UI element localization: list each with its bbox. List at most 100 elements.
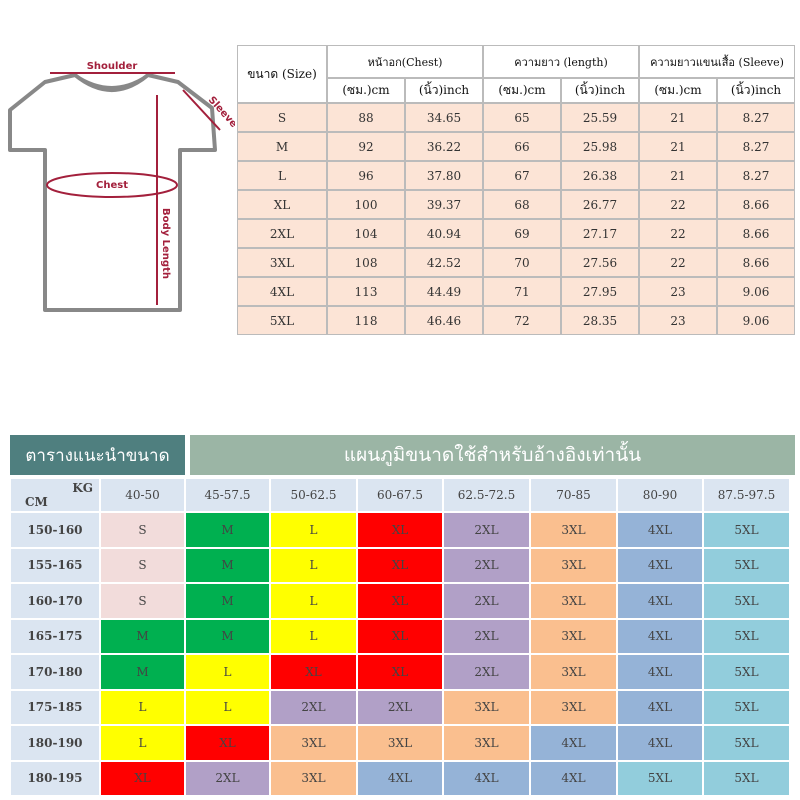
size-recommendation: M bbox=[185, 583, 270, 619]
size-recommendation: 5XL bbox=[703, 760, 790, 796]
size-recommendation: M bbox=[185, 512, 270, 548]
sleeve-arrow bbox=[182, 89, 221, 131]
size-recommendation: 2XL bbox=[443, 547, 530, 583]
size-recommendation: 3XL bbox=[530, 689, 617, 725]
measure-cell: 26.77 bbox=[561, 190, 639, 219]
kg-header: 45-57.5 bbox=[185, 478, 270, 512]
measure-cell: 27.17 bbox=[561, 219, 639, 248]
measure-cell: 34.65 bbox=[405, 103, 483, 132]
size-recommendation: XL bbox=[270, 654, 357, 690]
chest-label: Chest bbox=[96, 180, 128, 191]
measure-cell: 72 bbox=[483, 306, 561, 335]
group-header: หน้าอก(Chest) bbox=[327, 45, 483, 78]
size-recommendation: 3XL bbox=[530, 583, 617, 619]
size-recommendation: XL bbox=[357, 654, 443, 690]
measure-cell: 39.37 bbox=[405, 190, 483, 219]
size-recommendation: S bbox=[100, 547, 185, 583]
measure-cell: 67 bbox=[483, 161, 561, 190]
size-recommendation: 2XL bbox=[443, 512, 530, 548]
size-recommendation: 4XL bbox=[357, 760, 443, 796]
measure-cell: 65 bbox=[483, 103, 561, 132]
measure-cell: 22 bbox=[639, 190, 717, 219]
measure-cell: 37.80 bbox=[405, 161, 483, 190]
size-recommendation: XL bbox=[100, 760, 185, 796]
size-recommendation: 3XL bbox=[443, 689, 530, 725]
size-recommendation: 3XL bbox=[443, 725, 530, 761]
measure-cell: 26.38 bbox=[561, 161, 639, 190]
size-recommendation: 3XL bbox=[530, 512, 617, 548]
measure-cell: 22 bbox=[639, 248, 717, 277]
size-recommendation: 4XL bbox=[617, 618, 703, 654]
measure-cell: 23 bbox=[639, 277, 717, 306]
size-recommendation: XL bbox=[357, 618, 443, 654]
corner-cm: CM bbox=[25, 495, 48, 509]
size-recommendation: 4XL bbox=[617, 547, 703, 583]
measure-cell: 8.27 bbox=[717, 161, 795, 190]
size-recommendation: L bbox=[270, 583, 357, 619]
shirt-outline bbox=[8, 73, 217, 312]
measure-cell: 113 bbox=[327, 277, 405, 306]
size-recommendation: S bbox=[100, 583, 185, 619]
size-recommendation: L bbox=[270, 547, 357, 583]
size-cell: XL bbox=[237, 190, 327, 219]
cm-header: 165-175 bbox=[10, 618, 100, 654]
measure-cell: 28.35 bbox=[561, 306, 639, 335]
unit-header: (นิ้ว)inch bbox=[717, 78, 795, 103]
unit-header: (นิ้ว)inch bbox=[405, 78, 483, 103]
size-recommendation: XL bbox=[185, 725, 270, 761]
size-recommendation: 5XL bbox=[703, 512, 790, 548]
size-cell: 2XL bbox=[237, 219, 327, 248]
size-recommendation: M bbox=[185, 547, 270, 583]
cm-header: 150-160 bbox=[10, 512, 100, 548]
size-recommendation: XL bbox=[357, 583, 443, 619]
group-header: ความยาว (length) bbox=[483, 45, 639, 78]
size-recommendation: 2XL bbox=[357, 689, 443, 725]
measure-cell: 9.06 bbox=[717, 277, 795, 306]
kg-header: 62.5-72.5 bbox=[443, 478, 530, 512]
measure-cell: 8.27 bbox=[717, 132, 795, 161]
measure-cell: 104 bbox=[327, 219, 405, 248]
measure-cell: 8.66 bbox=[717, 219, 795, 248]
size-recommendation: 4XL bbox=[617, 654, 703, 690]
size-recommendation: L bbox=[270, 512, 357, 548]
size-recommendation: 5XL bbox=[617, 760, 703, 796]
size-cell: 4XL bbox=[237, 277, 327, 306]
size-recommendation: 3XL bbox=[357, 725, 443, 761]
measure-cell: 46.46 bbox=[405, 306, 483, 335]
measure-cell: 44.49 bbox=[405, 277, 483, 306]
measure-cell: 69 bbox=[483, 219, 561, 248]
measure-cell: 68 bbox=[483, 190, 561, 219]
size-recommendation: 4XL bbox=[530, 760, 617, 796]
size-recommendation: 5XL bbox=[703, 583, 790, 619]
measure-cell: 92 bbox=[327, 132, 405, 161]
unit-header: (นิ้ว)inch bbox=[561, 78, 639, 103]
measure-cell: 70 bbox=[483, 248, 561, 277]
size-recommendation: 4XL bbox=[617, 689, 703, 725]
size-recommendation: 3XL bbox=[530, 654, 617, 690]
size-recommendation: 2XL bbox=[443, 583, 530, 619]
kg-header: 60-67.5 bbox=[357, 478, 443, 512]
size-recommendation: 2XL bbox=[443, 654, 530, 690]
chest-ellipse bbox=[46, 172, 178, 198]
unit-header: (ซม.)cm bbox=[639, 78, 717, 103]
cm-header: 160-170 bbox=[10, 583, 100, 619]
measure-cell: 42.52 bbox=[405, 248, 483, 277]
cm-header: 180-195 bbox=[10, 760, 100, 796]
size-cell: L bbox=[237, 161, 327, 190]
group-header: ความยาวแขนเสื้อ (Sleeve) bbox=[639, 45, 795, 78]
measure-cell: 96 bbox=[327, 161, 405, 190]
shoulder-label: Shoulder bbox=[87, 61, 138, 72]
measure-cell: 66 bbox=[483, 132, 561, 161]
measure-cell: 71 bbox=[483, 277, 561, 306]
size-recommendation: 5XL bbox=[703, 725, 790, 761]
measure-cell: 27.95 bbox=[561, 277, 639, 306]
measure-cell: 22 bbox=[639, 219, 717, 248]
collar bbox=[74, 73, 149, 89]
cm-header: 180-190 bbox=[10, 725, 100, 761]
size-recommendation: 5XL bbox=[703, 547, 790, 583]
size-cell: 3XL bbox=[237, 248, 327, 277]
size-recommendation: 3XL bbox=[530, 618, 617, 654]
size-recommendation: XL bbox=[357, 547, 443, 583]
size-recommendation: 4XL bbox=[443, 760, 530, 796]
measure-cell: 27.56 bbox=[561, 248, 639, 277]
